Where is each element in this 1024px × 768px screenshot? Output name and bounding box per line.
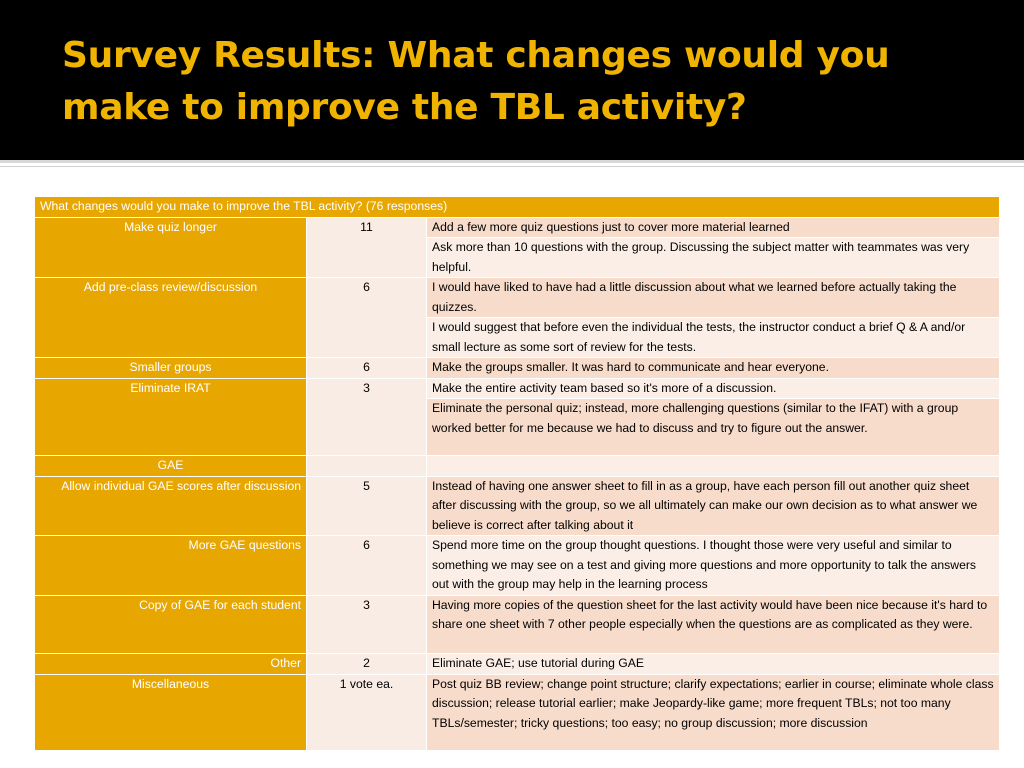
count-cell: 2 (306, 653, 427, 675)
count-cell: 6 (306, 357, 427, 379)
table-row: More GAE questions 6 Spend more time on … (34, 535, 1001, 596)
slide-title-line-1: Survey Results: What changes would you (62, 35, 890, 76)
table-row: GAE (34, 455, 1001, 477)
count-cell: 5 (306, 475, 427, 536)
table-row: Copy of GAE for each student 3 Having mo… (34, 594, 1001, 654)
slide-header: Survey Results: What changes would you m… (0, 0, 1024, 160)
table-row: Eliminate the personal quiz; instead, mo… (35, 398, 1001, 456)
slide-title: Survey Results: What changes would you m… (62, 30, 1002, 134)
count-cell: 3 (306, 594, 427, 654)
table-row: Allow individual GAE scores after discus… (34, 475, 1001, 536)
table-row: Ask more than 10 questions with the grou… (35, 237, 1001, 278)
category-cell: Copy of GAE for each student (34, 594, 307, 654)
category-cell: Miscellaneous (34, 673, 307, 751)
table-header: What changes would you make to improve t… (33, 196, 1001, 218)
count-cell (306, 455, 427, 477)
count-cell: 11 (306, 216, 427, 278)
table-row: Miscellaneous 1 vote ea. Post quiz BB re… (34, 673, 1001, 751)
response-cell: Make the entire activity team based so i… (425, 377, 1001, 399)
header-divider-thin (0, 166, 1024, 167)
category-cell: Smaller groups (34, 357, 307, 379)
category-cell: Make quiz longer (34, 216, 307, 278)
response-cell: Ask more than 10 questions with the grou… (425, 237, 1001, 278)
table-row: Smaller groups 6 Make the groups smaller… (34, 357, 1001, 379)
response-cell: Make the groups smaller. It was hard to … (425, 357, 1001, 379)
category-cell: Allow individual GAE scores after discus… (34, 475, 307, 536)
category-cell: GAE (34, 455, 307, 477)
count-cell: 1 vote ea. (306, 673, 427, 751)
table-header-row: What changes would you make to improve t… (33, 196, 1001, 218)
table-row: Add pre-class review/discussion 6 I woul… (34, 277, 1001, 358)
table-row: Eliminate IRAT 3 Make the entire activit… (34, 377, 1001, 456)
header-divider (0, 160, 1024, 163)
slide-title-line-2: make to improve the TBL activity? (62, 87, 747, 128)
category-cell: More GAE questions (34, 535, 307, 596)
count-cell: 3 (306, 377, 427, 456)
response-cell: Post quiz BB review; change point struct… (425, 673, 1001, 751)
response-cell: Spend more time on the group thought que… (425, 535, 1001, 596)
table-row: I would suggest that before even the ind… (35, 317, 1001, 358)
response-cell: I would have liked to have had a little … (425, 277, 1001, 318)
response-cell: Eliminate GAE; use tutorial during GAE (425, 653, 1001, 675)
category-cell: Eliminate IRAT (34, 377, 307, 456)
count-cell: 6 (306, 277, 427, 358)
survey-results-table: What changes would you make to improve t… (33, 196, 1001, 751)
category-cell: Add pre-class review/discussion (34, 277, 307, 358)
count-cell: 6 (306, 535, 427, 596)
response-cell: Instead of having one answer sheet to fi… (425, 475, 1001, 536)
category-cell: Other (34, 653, 307, 675)
table-row: Make quiz longer 11 Add a few more quiz … (34, 216, 1001, 278)
response-cell: Add a few more quiz questions just to co… (425, 216, 1001, 238)
response-cell: I would suggest that before even the ind… (425, 317, 1001, 358)
table-row: Other 2 Eliminate GAE; use tutorial duri… (34, 653, 1001, 675)
response-cell (425, 455, 1001, 477)
response-cell: Having more copies of the question sheet… (425, 594, 1001, 654)
response-cell: Eliminate the personal quiz; instead, mo… (425, 398, 1001, 456)
